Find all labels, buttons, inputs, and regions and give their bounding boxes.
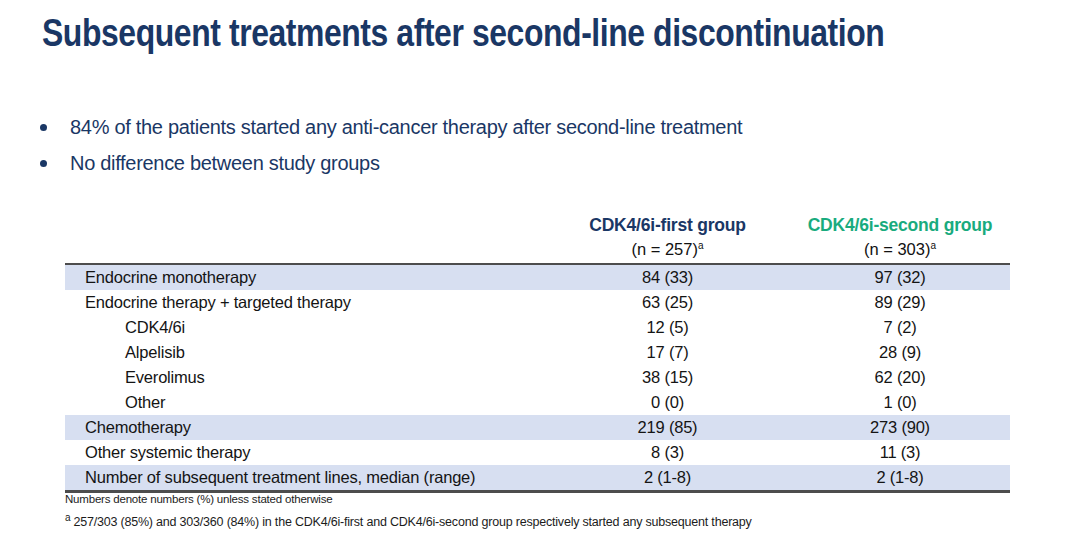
table-row: Endocrine monotherapy84 (33)97 (32): [65, 265, 1010, 290]
column-subheader-n: (n = 257)a: [545, 238, 790, 261]
row-label: Chemotherapy: [65, 415, 545, 440]
table-header: CDK4/6i-first group (n = 257)a CDK4/6i-s…: [65, 212, 1010, 265]
row-label: CDK4/6i: [65, 315, 545, 340]
row-label: Endocrine therapy + targeted therapy: [65, 290, 545, 315]
row-value-first-group: 12 (5): [545, 315, 790, 340]
n-value: (n = 303): [864, 240, 931, 258]
row-label: Endocrine monotherapy: [65, 265, 545, 290]
row-value-first-group: 38 (15): [545, 365, 790, 390]
row-value-second-group: 97 (32): [790, 265, 1010, 290]
bullet-text: 84% of the patients started any anti-can…: [70, 116, 742, 139]
row-label: Other systemic therapy: [65, 440, 545, 465]
column-subheader-n: (n = 303)a: [790, 238, 1010, 261]
row-value-second-group: 2 (1-8): [790, 465, 1010, 490]
row-value-first-group: 219 (85): [545, 415, 790, 440]
table-row: Number of subsequent treatment lines, me…: [65, 465, 1010, 490]
row-value-second-group: 7 (2): [790, 315, 1010, 340]
row-label: Number of subsequent treatment lines, me…: [65, 465, 545, 490]
row-value-first-group: 84 (33): [545, 265, 790, 290]
column-title: CDK4/6i-first group: [545, 212, 790, 238]
table-row: Everolimus38 (15)62 (20): [65, 365, 1010, 390]
footnote-marker: a: [65, 512, 70, 523]
bullet-icon: [40, 124, 47, 131]
footnote-a: a257/303 (85%) and 303/360 (84%) in the …: [65, 515, 752, 529]
footnote-general: Numbers denote numbers (%) unless stated…: [65, 493, 332, 505]
row-value-second-group: 11 (3): [790, 440, 1010, 465]
row-value-second-group: 273 (90): [790, 415, 1010, 440]
bullet-item: 84% of the patients started any anti-can…: [40, 116, 742, 139]
row-value-second-group: 89 (29): [790, 290, 1010, 315]
slide: Subsequent treatments after second-line …: [0, 0, 1080, 555]
row-value-second-group: 28 (9): [790, 340, 1010, 365]
row-label: Alpelisib: [65, 340, 545, 365]
footnote-marker: a: [930, 240, 936, 251]
page-title: Subsequent treatments after second-line …: [42, 12, 884, 55]
footnote-text: 257/303 (85%) and 303/360 (84%) in the C…: [73, 515, 751, 529]
column-header-second-group: CDK4/6i-second group (n = 303)a: [790, 212, 1010, 261]
table-row: Endocrine therapy + targeted therapy63 (…: [65, 290, 1010, 315]
bullet-item: No difference between study groups: [40, 152, 742, 175]
row-value-first-group: 0 (0): [545, 390, 790, 415]
column-header-spacer: [65, 212, 545, 261]
bullet-icon: [40, 160, 47, 167]
row-label: Everolimus: [65, 365, 545, 390]
row-value-second-group: 62 (20): [790, 365, 1010, 390]
column-title: CDK4/6i-second group: [790, 212, 1010, 238]
table-row: CDK4/6i12 (5)7 (2): [65, 315, 1010, 340]
treatments-table: CDK4/6i-first group (n = 257)a CDK4/6i-s…: [65, 212, 1010, 493]
column-header-first-group: CDK4/6i-first group (n = 257)a: [545, 212, 790, 261]
n-value: (n = 257): [631, 240, 698, 258]
row-value-first-group: 63 (25): [545, 290, 790, 315]
bullet-list: 84% of the patients started any anti-can…: [40, 116, 742, 188]
row-label: Other: [65, 390, 545, 415]
table-row: Chemotherapy219 (85)273 (90): [65, 415, 1010, 440]
table-row: Other0 (0)1 (0): [65, 390, 1010, 415]
footnote-marker: a: [698, 240, 704, 251]
table-body: Endocrine monotherapy84 (33)97 (32)Endoc…: [65, 265, 1010, 493]
row-value-second-group: 1 (0): [790, 390, 1010, 415]
row-value-first-group: 17 (7): [545, 340, 790, 365]
row-value-first-group: 8 (3): [545, 440, 790, 465]
table-row: Other systemic therapy8 (3)11 (3): [65, 440, 1010, 465]
bullet-text: No difference between study groups: [70, 152, 380, 175]
table-row: Alpelisib17 (7)28 (9): [65, 340, 1010, 365]
row-value-first-group: 2 (1-8): [545, 465, 790, 490]
